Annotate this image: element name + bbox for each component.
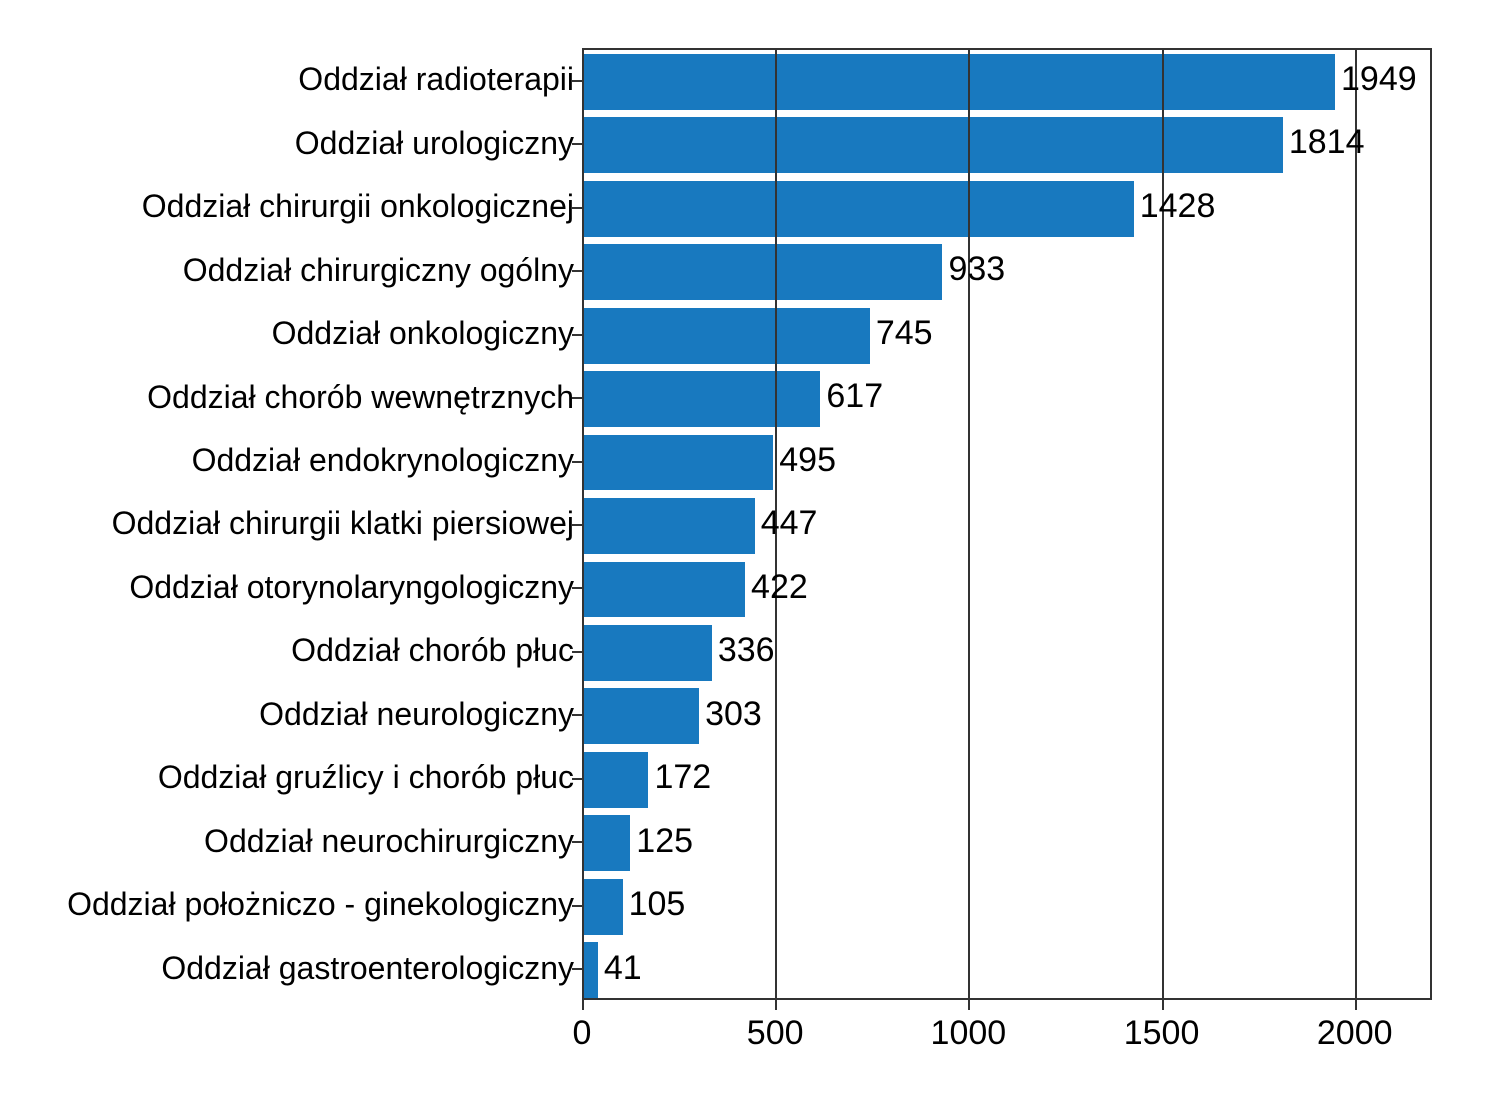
bar-value-label: 933 — [948, 250, 1005, 289]
chart-container: 1949 Oddział radioterapii 1814 Oddział urol… — [0, 0, 1500, 1100]
category-label: Oddział chirurgii klatki piersiowej — [112, 505, 574, 542]
y-tick — [572, 651, 582, 653]
bar-value-label: 422 — [751, 568, 808, 607]
y-tick — [572, 778, 582, 780]
category-label: Oddział radioterapii — [298, 61, 574, 98]
y-tick — [572, 587, 582, 589]
y-tick — [572, 80, 582, 82]
bar — [582, 54, 1335, 110]
bar-value-label: 495 — [779, 441, 836, 480]
bar — [582, 435, 773, 491]
x-tick — [1355, 1000, 1357, 1010]
y-tick — [572, 143, 582, 145]
category-label: Oddział neurologiczny — [259, 696, 574, 733]
category-label: Oddział endokrynologiczny — [192, 442, 574, 479]
bar — [582, 752, 648, 808]
bar — [582, 625, 712, 681]
x-tick-label: 500 — [747, 1014, 804, 1053]
category-label: Oddział otorynolaryngologiczny — [129, 569, 574, 606]
bar-value-label: 745 — [876, 314, 933, 353]
bar-value-label: 1814 — [1289, 123, 1365, 162]
y-tick — [572, 270, 582, 272]
category-label: Oddział onkologiczny — [272, 315, 574, 352]
y-tick — [572, 905, 582, 907]
x-tick-label: 0 — [573, 1014, 592, 1053]
y-tick — [572, 714, 582, 716]
x-gridline — [582, 50, 584, 1002]
x-tick — [582, 1000, 584, 1010]
bar — [582, 498, 755, 554]
y-tick — [572, 334, 582, 336]
bar — [582, 942, 598, 998]
bar — [582, 117, 1283, 173]
category-label: Oddział chirurgiczny ogólny — [183, 252, 574, 289]
bar — [582, 562, 745, 618]
bar — [582, 371, 820, 427]
y-tick — [572, 841, 582, 843]
bar — [582, 815, 630, 871]
bar-value-label: 41 — [604, 949, 642, 988]
category-label: Oddział położniczo - ginekologiczny — [67, 886, 574, 923]
x-tick — [775, 1000, 777, 1010]
category-label: Oddział chirurgii onkologicznej — [142, 188, 574, 225]
y-tick — [572, 968, 582, 970]
x-tick-label: 1500 — [1124, 1014, 1200, 1053]
x-gridline — [1355, 50, 1357, 1002]
category-label: Oddział neurochirurgiczny — [204, 823, 574, 860]
category-label: Oddział chorób wewnętrznych — [147, 379, 574, 416]
bar-value-label: 172 — [654, 758, 711, 797]
bar — [582, 688, 699, 744]
y-tick — [572, 397, 582, 399]
bar-value-label: 125 — [636, 822, 693, 861]
y-tick — [572, 461, 582, 463]
bar-value-label: 105 — [629, 885, 686, 924]
plot-area — [582, 48, 1432, 1000]
category-label: Oddział chorób płuc — [291, 632, 574, 669]
bar-value-label: 617 — [826, 377, 883, 416]
bar — [582, 879, 623, 935]
y-tick — [572, 207, 582, 209]
bar — [582, 308, 870, 364]
bar — [582, 244, 942, 300]
x-tick — [968, 1000, 970, 1010]
category-label: Oddział gruźlicy i chorób płuc — [158, 759, 574, 796]
bar-value-label: 1949 — [1341, 60, 1417, 99]
y-tick — [572, 524, 582, 526]
x-tick — [1162, 1000, 1164, 1010]
bar-value-label: 303 — [705, 695, 762, 734]
category-label: Oddział gastroenterologiczny — [161, 950, 574, 987]
bar-value-label: 447 — [761, 504, 818, 543]
bar-value-label: 1428 — [1140, 187, 1216, 226]
x-tick-label: 2000 — [1317, 1014, 1393, 1053]
bar — [582, 181, 1134, 237]
x-gridline — [968, 50, 970, 1002]
category-label: Oddział urologiczny — [295, 125, 574, 162]
bar-value-label: 336 — [718, 631, 775, 670]
x-tick-label: 1000 — [931, 1014, 1007, 1053]
